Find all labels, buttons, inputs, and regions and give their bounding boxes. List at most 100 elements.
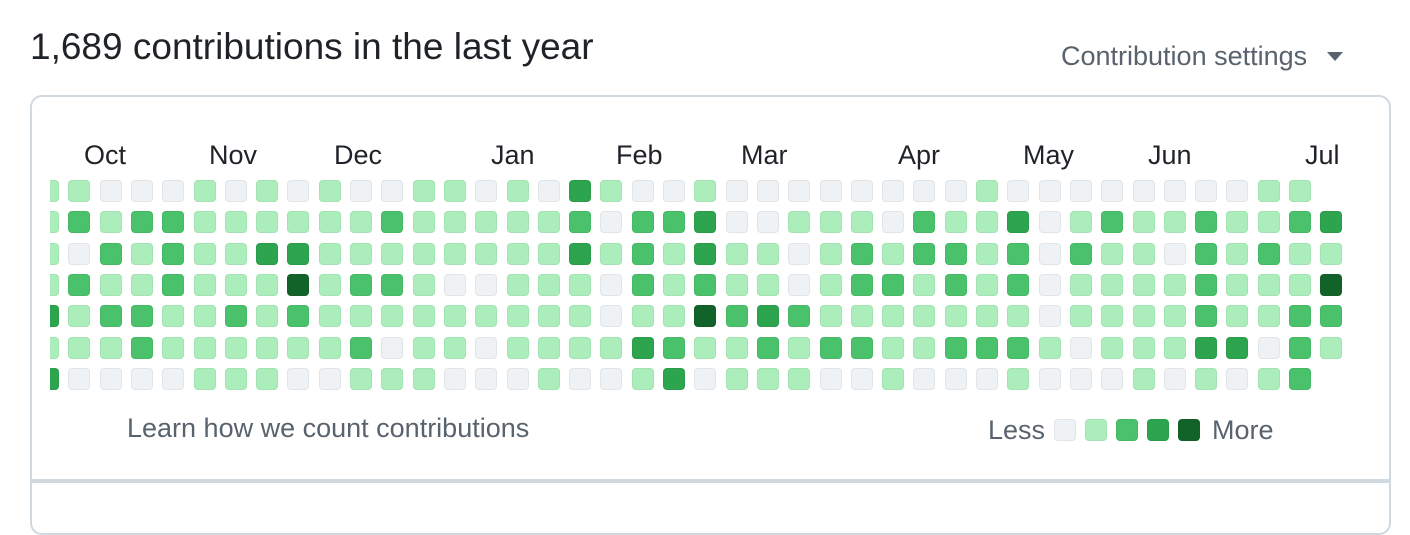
contribution-day-cell[interactable]: [381, 305, 403, 327]
contribution-day-cell[interactable]: [1007, 305, 1029, 327]
contribution-day-cell[interactable]: [569, 243, 591, 265]
contribution-day-cell[interactable]: [1289, 337, 1311, 359]
contribution-day-cell[interactable]: [694, 274, 716, 296]
contribution-day-cell[interactable]: [913, 243, 935, 265]
contribution-day-cell[interactable]: [1133, 243, 1155, 265]
contribution-day-cell[interactable]: [350, 337, 372, 359]
contribution-day-cell[interactable]: [632, 368, 654, 390]
contribution-day-cell[interactable]: [663, 243, 685, 265]
contribution-day-cell[interactable]: [381, 243, 403, 265]
contribution-day-cell[interactable]: [663, 211, 685, 233]
contribution-day-cell[interactable]: [68, 211, 90, 233]
contribution-day-cell[interactable]: [381, 211, 403, 233]
contribution-day-cell[interactable]: [1133, 274, 1155, 296]
contribution-day-cell[interactable]: [726, 243, 748, 265]
contribution-day-cell[interactable]: [788, 180, 810, 202]
contribution-day-cell[interactable]: [882, 368, 904, 390]
contribution-day-cell[interactable]: [350, 274, 372, 296]
contribution-day-cell[interactable]: [256, 337, 278, 359]
contribution-day-cell[interactable]: [945, 211, 967, 233]
contribution-day-cell[interactable]: [1007, 180, 1029, 202]
contribution-day-cell[interactable]: [1289, 368, 1311, 390]
contribution-day-cell[interactable]: [319, 305, 341, 327]
contribution-day-cell[interactable]: [569, 211, 591, 233]
contribution-day-cell[interactable]: [1226, 274, 1248, 296]
contribution-day-cell[interactable]: [100, 305, 122, 327]
contribution-day-cell[interactable]: [319, 243, 341, 265]
contribution-day-cell[interactable]: [913, 368, 935, 390]
contribution-day-cell[interactable]: [600, 305, 622, 327]
contribution-day-cell[interactable]: [68, 337, 90, 359]
contribution-day-cell[interactable]: [1070, 243, 1092, 265]
contribution-day-cell[interactable]: [1258, 337, 1280, 359]
contribution-day-cell[interactable]: [1039, 243, 1061, 265]
contribution-day-cell[interactable]: [694, 243, 716, 265]
contribution-day-cell[interactable]: [820, 368, 842, 390]
contribution-day-cell[interactable]: [381, 368, 403, 390]
contribution-day-cell[interactable]: [1226, 305, 1248, 327]
contribution-day-cell[interactable]: [569, 180, 591, 202]
contribution-day-cell[interactable]: [1195, 274, 1217, 296]
contribution-day-cell[interactable]: [413, 274, 435, 296]
contribution-day-cell[interactable]: [1101, 211, 1123, 233]
contribution-day-cell[interactable]: [538, 180, 560, 202]
contribution-day-cell[interactable]: [225, 211, 247, 233]
contribution-day-cell[interactable]: [788, 211, 810, 233]
contribution-day-cell[interactable]: [444, 305, 466, 327]
contribution-day-cell[interactable]: [194, 211, 216, 233]
contribution-day-cell[interactable]: [131, 368, 153, 390]
contribution-day-cell[interactable]: [913, 211, 935, 233]
contribution-day-cell[interactable]: [882, 211, 904, 233]
contribution-day-cell[interactable]: [194, 274, 216, 296]
contribution-day-cell[interactable]: [319, 211, 341, 233]
contribution-day-cell[interactable]: [788, 243, 810, 265]
contribution-day-cell[interactable]: [1258, 368, 1280, 390]
contribution-day-cell[interactable]: [350, 211, 372, 233]
contribution-day-cell[interactable]: [507, 274, 529, 296]
contribution-day-cell[interactable]: [1258, 243, 1280, 265]
contribution-day-cell[interactable]: [569, 368, 591, 390]
contribution-day-cell[interactable]: [632, 305, 654, 327]
contribution-day-cell[interactable]: [663, 305, 685, 327]
contribution-day-cell[interactable]: [1101, 368, 1123, 390]
contribution-day-cell[interactable]: [569, 305, 591, 327]
contribution-day-cell[interactable]: [475, 274, 497, 296]
contribution-day-cell[interactable]: [600, 243, 622, 265]
contribution-day-cell[interactable]: [507, 305, 529, 327]
contribution-day-cell[interactable]: [976, 211, 998, 233]
contribution-day-cell[interactable]: [945, 305, 967, 327]
contribution-day-cell[interactable]: [444, 180, 466, 202]
contribution-day-cell[interactable]: [851, 305, 873, 327]
contribution-day-cell[interactable]: [475, 337, 497, 359]
contribution-day-cell[interactable]: [1195, 368, 1217, 390]
contribution-day-cell[interactable]: [162, 368, 184, 390]
contribution-day-cell[interactable]: [976, 305, 998, 327]
contribution-day-cell[interactable]: [600, 211, 622, 233]
contribution-day-cell[interactable]: [1164, 243, 1186, 265]
learn-how-we-count-link[interactable]: Learn how we count contributions: [127, 413, 530, 443]
contribution-day-cell[interactable]: [663, 180, 685, 202]
contribution-day-cell[interactable]: [1289, 243, 1311, 265]
contribution-day-cell[interactable]: [413, 243, 435, 265]
contribution-day-cell[interactable]: [381, 337, 403, 359]
contribution-day-cell[interactable]: [1320, 337, 1342, 359]
contribution-day-cell[interactable]: [1039, 337, 1061, 359]
contribution-day-cell[interactable]: [194, 305, 216, 327]
contribution-day-cell[interactable]: [131, 180, 153, 202]
contribution-day-cell[interactable]: [475, 180, 497, 202]
contribution-day-cell[interactable]: [444, 243, 466, 265]
contribution-day-cell[interactable]: [1164, 211, 1186, 233]
contribution-day-cell[interactable]: [194, 180, 216, 202]
contribution-day-cell[interactable]: [162, 274, 184, 296]
contribution-day-cell[interactable]: [287, 368, 309, 390]
contribution-day-cell[interactable]: [538, 211, 560, 233]
contribution-day-cell[interactable]: [882, 243, 904, 265]
contribution-day-cell[interactable]: [413, 211, 435, 233]
contribution-day-cell[interactable]: [632, 274, 654, 296]
contribution-day-cell[interactable]: [1258, 211, 1280, 233]
contribution-day-cell[interactable]: [694, 211, 716, 233]
contribution-day-cell[interactable]: [131, 243, 153, 265]
contribution-day-cell[interactable]: [694, 337, 716, 359]
contribution-day-cell[interactable]: [1101, 337, 1123, 359]
contribution-day-cell[interactable]: [444, 337, 466, 359]
